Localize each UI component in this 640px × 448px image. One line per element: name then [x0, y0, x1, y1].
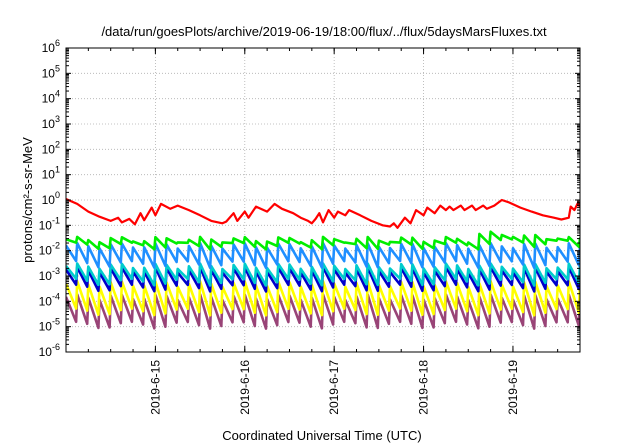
y-tick-label: 10-4 — [39, 291, 60, 308]
y-tick-label: 10-5 — [39, 317, 60, 334]
series-group — [66, 197, 580, 330]
y-tick-label: 102 — [42, 139, 60, 156]
chart-title: /data/run/goesPlots/archive/2019-06-19/1… — [101, 24, 547, 39]
y-axis: 10-6 10-5 10-4 10-3 10-2 10-1 100 101 102 103 104 1… — [39, 38, 580, 359]
y-tick-label: 10-1 — [39, 215, 60, 232]
series-line — [66, 197, 580, 229]
x-tick-label: 2019-6-15 — [148, 360, 162, 415]
x-tick-label: 2019-6-19 — [506, 360, 520, 415]
y-tick-label: 104 — [42, 89, 60, 106]
plot-area — [66, 197, 580, 330]
y-tick-label: 103 — [42, 114, 60, 131]
x-axis: 2019-6-15 2019-6-16 2019-6-17 2019-6-18 2019… — [65, 48, 581, 415]
x-tick-label: 2019-6-16 — [238, 360, 252, 415]
y-tick-label: 105 — [42, 63, 60, 80]
x-axis-label: Coordinated Universal Time (UTC) — [222, 428, 421, 443]
x-tick-label: 2019-6-18 — [417, 360, 431, 415]
y-axis-label: protons/cm²-s-sr-MeV — [20, 137, 35, 263]
series-line — [66, 230, 580, 251]
y-tick-label: 10-2 — [39, 241, 60, 258]
y-tick-label: 100 — [42, 190, 60, 207]
y-tick-label: 10-6 — [39, 342, 60, 359]
y-tick-label: 10-3 — [39, 266, 60, 283]
y-tick-label: 106 — [42, 38, 60, 55]
y-tick-label: 101 — [42, 165, 60, 182]
x-tick-label: 2019-6-17 — [327, 360, 341, 415]
